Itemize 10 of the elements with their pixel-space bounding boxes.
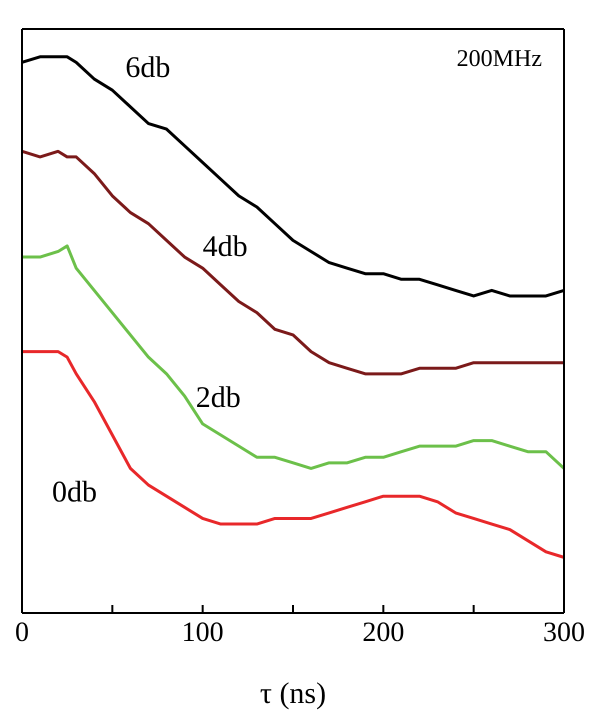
series-label: 0db <box>52 476 97 509</box>
x-tick-label: 0 <box>15 616 29 648</box>
annotation: 200MHz <box>456 46 542 73</box>
series-label: 6db <box>125 50 170 84</box>
series-label: 4db <box>202 230 248 264</box>
x-axis-title: τ (ns) <box>260 677 326 710</box>
x-tick-label: 100 <box>182 616 224 648</box>
x-tick-label: 200 <box>362 616 404 648</box>
x-tick-label: 300 <box>543 616 585 648</box>
series-label: 2db <box>196 381 241 414</box>
